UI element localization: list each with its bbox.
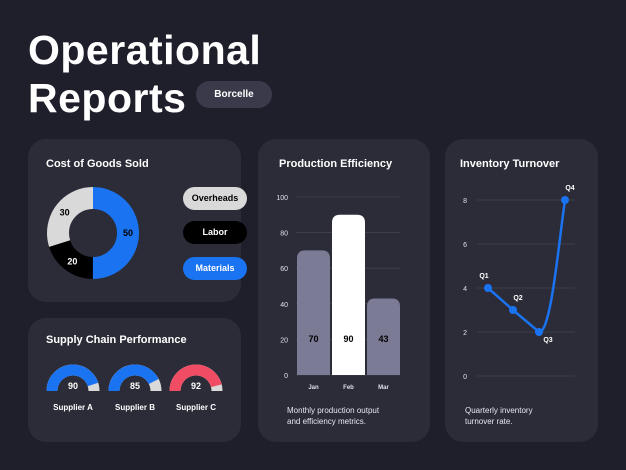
line-series [487,199,567,334]
line-label-q3: Q3 [543,337,552,344]
production-description-line-2: and efficiency metrics. [287,417,366,426]
bar-value-jan: 70 [308,334,318,344]
bar-value-feb: 90 [343,334,353,344]
production-bar-chart: 0 20 40 60 80 100 70 Jan 90 Feb 43 Mar [276,195,400,391]
gauge-label-a: Supplier A [53,403,93,412]
bar-ytick-0: 0 [284,373,288,380]
bar-xtick-jan: Jan [308,385,319,391]
line-point-q3 [535,328,543,336]
donut-label-materials: 50 [123,228,133,238]
line-label-q2: Q2 [513,295,522,302]
cogs-card: Cost of Goods Sold 50 20 30 Overheads Labo… [28,139,247,302]
donut-label-labor: 20 [67,256,77,266]
bar-ytick-60: 60 [280,266,288,273]
gauge-value-1: 85 [130,381,140,391]
bar-value-mar: 43 [378,334,388,344]
gauge-fill-1 [108,364,159,392]
gauge-value-0: 90 [68,381,78,391]
inventory-line-chart: 0 2 4 6 8 Q1 Q2 Q3 Q4 [463,185,575,381]
line-ytick-8: 8 [463,198,467,205]
cogs-donut-chart: 50 20 30 [47,187,139,279]
title-line-2: Reports [28,75,187,121]
line-point-q4 [561,196,569,204]
production-title: Production Efficiency [279,158,393,170]
line-ytick-0: 0 [463,374,467,381]
line-label-q1: Q1 [479,273,488,280]
cogs-title: Cost of Goods Sold [46,158,149,170]
gauge-fill-2 [169,364,222,392]
brand-badge: Borcelle [196,81,272,108]
production-description: Monthly production output and efficiency… [287,405,379,427]
supply-chain-card: Supply Chain Performance 90 85 92 Supplier… [28,318,241,442]
gauge-label-b: Supplier B [114,403,155,412]
bar-jan [297,250,330,375]
bar-mar [367,298,400,375]
supply-chain-title: Supply Chain Performance [46,334,187,346]
supply-gauges: 90 85 92 [46,364,223,392]
donut-slice-overheads [47,187,139,279]
donut-label-overheads: 30 [60,207,70,217]
bar-ytick-100: 100 [276,195,288,202]
inventory-card: Inventory Turnover 0 2 4 6 8 Q1 Q2 Q3 Q4 Quarter… [445,139,598,442]
bar-xtick-feb: Feb [343,385,354,391]
line-ytick-6: 6 [463,242,467,249]
bar-ytick-20: 20 [280,337,288,344]
production-card: Production Efficiency 0 20 40 60 80 100 70 Jan 9… [258,139,430,442]
line-point-q2 [509,306,517,314]
bar-ytick-80: 80 [280,231,288,238]
inventory-description-line-1: Quarterly inventory [465,406,533,415]
inventory-title: Inventory Turnover [460,158,560,170]
gauge-value-2: 92 [191,381,201,391]
title-line-1: Operational [28,27,262,73]
legend-materials: Materials [183,257,247,280]
page-title: Operational Reports [28,26,261,122]
line-point-q1 [484,284,492,292]
bar-xtick-mar: Mar [378,385,389,391]
line-ytick-2: 2 [463,330,467,337]
line-ytick-4: 4 [463,286,467,293]
legend-labor: Labor [183,221,247,244]
line-label-q4: Q4 [565,185,574,192]
bar-feb [332,214,365,375]
bar-ytick-40: 40 [280,302,288,309]
legend-overheads: Overheads [183,187,247,210]
production-description-line-1: Monthly production output [287,406,380,415]
inventory-description-line-2: turnover rate. [465,417,513,426]
gauge-label-c: Supplier C [175,403,216,412]
gauge-fill-0 [46,364,99,392]
inventory-description: Quarterly inventory turnover rate. [465,405,533,427]
